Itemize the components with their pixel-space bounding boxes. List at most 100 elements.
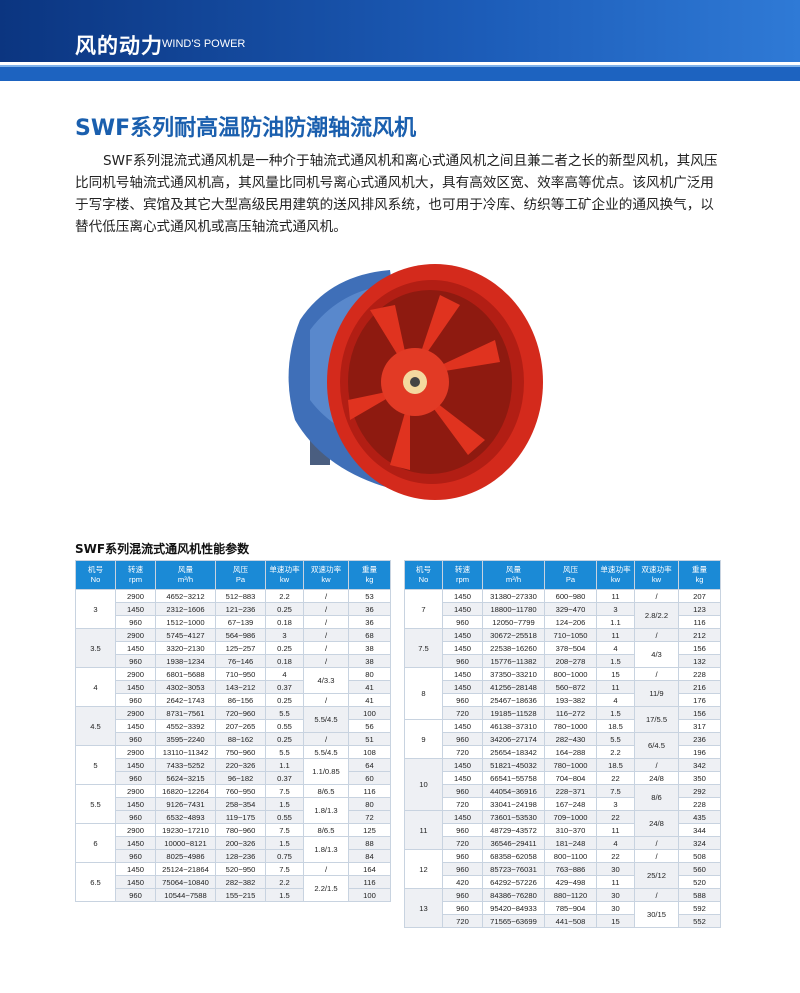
table-cell: 508 [678,849,721,863]
table-row: 1450 2312~1606 121~236 0.25/36 [76,602,391,616]
header-cell: 转速 rpm [442,560,483,590]
table-row: 960 12050~7799 124~206 1.1 116 [405,615,721,629]
table-cell: 10 [404,758,443,811]
header-text: 机号 [87,565,104,574]
table-cell: 24/8 [634,810,679,837]
table-cell: 960 [442,849,483,863]
table-cell: 25/12 [634,862,679,889]
table-cell: 292 [678,784,721,798]
table-cell: 1450 [115,836,156,850]
table-cell: 2642~1743 [155,693,216,707]
header-text: 单速功率 [600,565,631,574]
table-cell: / [303,732,349,746]
table-cell: 2.8/2.2 [634,602,679,629]
table-row: 720 19185~11528 116~272 1.5 17/5.5 156 [405,706,721,733]
table-cell: 18.5 [596,758,635,772]
header-cell: 双速功率 kw [303,560,349,590]
table-cell: 5624~3215 [155,771,216,785]
table-cell: 3595~2240 [155,732,216,746]
header-text: No [90,575,101,584]
table-row: 7 1450 31380~27330 600~980 11/207 [404,589,721,629]
table-cell: 72 [348,810,391,824]
table-cell: 0.25 [265,732,304,746]
table-row: 1450 4302~3053 143~212 0.37 41 [76,680,391,694]
table-cell: 37350~33210 [482,667,545,681]
table-cell: 8/6.5 [303,784,349,798]
brand: 风的动力 [75,34,163,58]
table-cell: 1450 [115,641,156,655]
table-cell: / [634,758,679,772]
table-cell: 30 [596,888,635,902]
header-text: kw [651,575,662,584]
table-row: 960 44054~36916 228~371 7.5 8/6 292 [405,784,721,811]
table-cell: 588 [678,888,721,902]
table-cell: 310~370 [544,823,597,837]
header-text: No [418,575,429,584]
table-cell: 0.55 [265,810,304,824]
table-cell: 710~1050 [544,628,597,642]
table-cell: 780~1000 [544,719,597,733]
table-cell: 282~430 [544,732,597,746]
table-cell: 88~162 [215,732,266,746]
table-row: 960 34206~27174 282~430 5.5 6/4.5 236 [405,732,721,759]
header-cell: 风压 Pa [544,560,597,590]
table-cell: 324 [678,836,721,850]
table-cell: 1450 [115,680,156,694]
table-cell: 11/9 [634,680,679,707]
table-cell: 176 [678,693,721,707]
table-cell: 1.5 [596,706,635,720]
table-cell: / [303,654,349,668]
table-cell: 64 [348,758,391,772]
table-cell: 33041~24198 [482,797,545,811]
table-cell: 8/6 [634,784,679,811]
table-cell: 5.5/4.5 [303,706,349,733]
table-cell: 155~215 [215,888,266,902]
table-cell: 108 [348,745,391,759]
table-cell: 282~382 [215,875,266,889]
table-cell: 960 [442,732,483,746]
table-cell: 228 [678,797,721,811]
header-cell: 单速功率 kw [596,560,635,590]
table-cell: 12 [404,849,443,889]
table-cell: 710~950 [215,667,266,681]
table-row: 960 15776~11382 208~278 1.5 132 [405,654,721,668]
table-cell: 8 [404,667,443,720]
table-cell: 2900 [115,823,156,837]
header-cell: 单速功率 kw [265,560,304,590]
table-cell: 8/6.5 [303,823,349,837]
table-cell: 1938~1234 [155,654,216,668]
table-cell: 420 [442,875,483,889]
table-cell: 125 [348,823,391,837]
table-cell: 2.2/1.5 [303,875,349,902]
table-cell: / [303,862,349,876]
table-cell: 750~960 [215,745,266,759]
table-cell: 164 [348,862,391,876]
table-cell: 4/3 [634,641,679,668]
table-cell: 84 [348,849,391,863]
table-cell: 156 [678,706,721,720]
table-cell: 124~206 [544,615,597,629]
table-cell: 10000~8121 [155,836,216,850]
table-cell: 80 [348,667,391,681]
table-cell: 96~182 [215,771,266,785]
header-text: kw [279,575,290,584]
header-text: 双速功率 [641,565,672,574]
table-row: 960 1512~1000 67~139 0.18/36 [76,615,391,629]
table-cell: 1450 [115,797,156,811]
table-cell: 3.5 [75,628,116,668]
table-cell: 88 [348,836,391,850]
table-cell: 68358~62058 [482,849,545,863]
table-cell: 5.5 [265,706,304,720]
table-cell: 51821~45032 [482,758,545,772]
table-row: 1450 41256~28148 560~872 11 11/9 216 [405,680,721,707]
header-cell: 风量 m³/h [482,560,545,590]
table-cell: 560 [678,862,721,876]
table-cell: 1450 [442,628,483,642]
intro: SWF系列混流式通风机是一种介于轴流式通风机和离心式通风机之间且兼二者之长的新型… [75,153,718,235]
header-text: Pa [565,575,576,584]
table-row: 1.1/0.85 [76,758,391,785]
table-cell: 960 [442,615,483,629]
table-cell: 30/15 [634,901,679,928]
fan-image [288,264,543,500]
